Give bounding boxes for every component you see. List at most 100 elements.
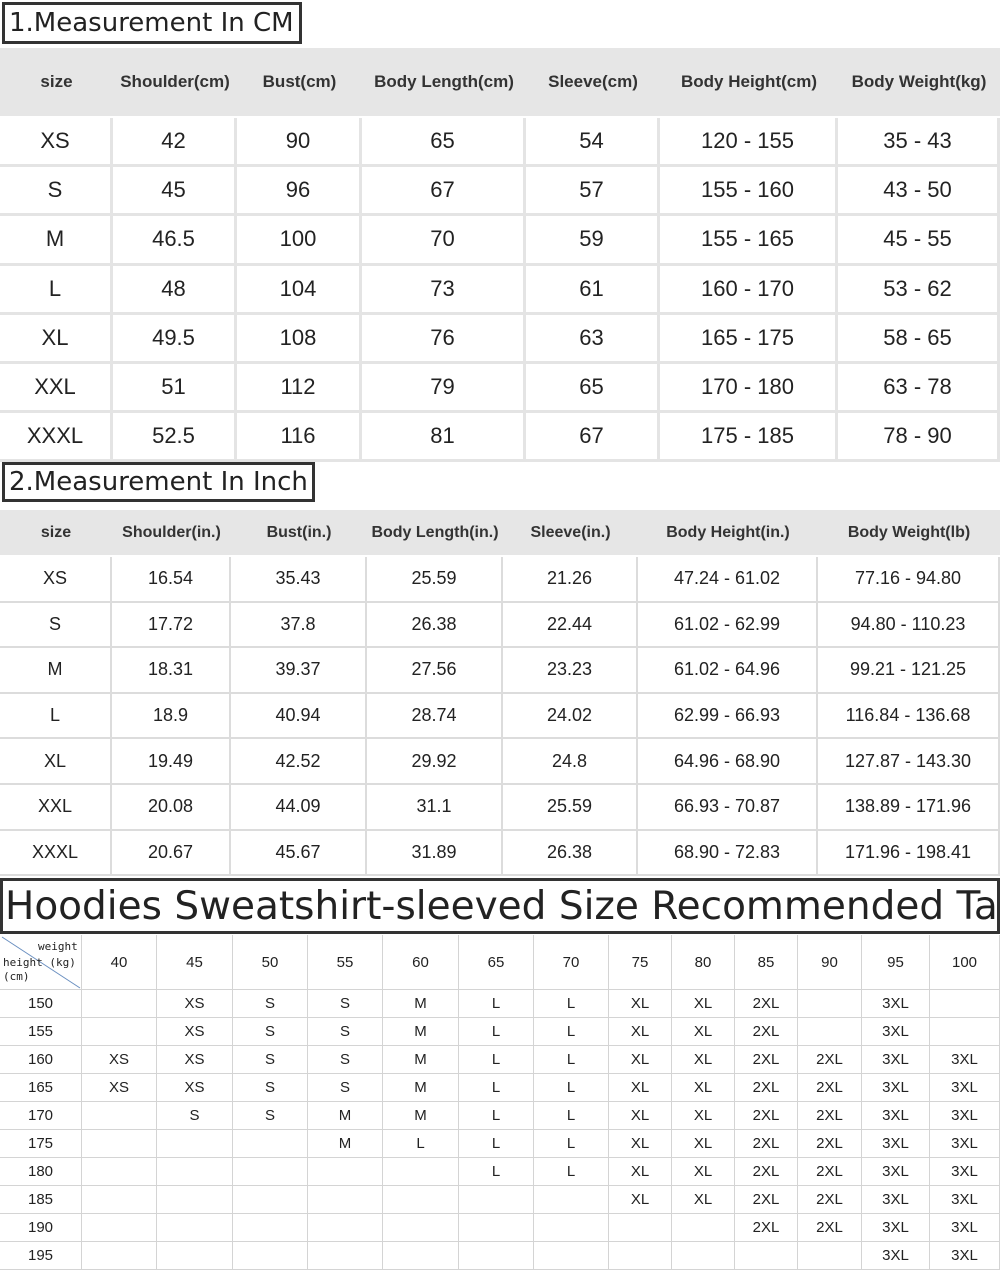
table-cell: 94.80 - 110.23 xyxy=(818,602,1000,649)
size-cell xyxy=(233,1242,308,1270)
size-cell xyxy=(82,1186,157,1214)
size-label: XS xyxy=(0,557,112,603)
column-header: Body Length(cm) xyxy=(362,48,526,116)
table-cell: 37.8 xyxy=(231,602,367,649)
corner-label: height (kg) xyxy=(3,956,76,969)
size-label: XXXL xyxy=(0,413,113,463)
height-label: 150 xyxy=(0,990,82,1018)
table-cell: 61 xyxy=(526,265,660,315)
table-cell: 112 xyxy=(237,364,362,414)
table-cell: 51 xyxy=(113,364,237,414)
height-label: 160 xyxy=(0,1046,82,1074)
table-cell: 63 - 78 xyxy=(838,364,1000,414)
table-cell: 54 xyxy=(526,118,660,168)
table-cell: 24.8 xyxy=(503,739,638,785)
size-cell: 3XL xyxy=(862,1046,930,1074)
table-cell: 78 - 90 xyxy=(838,413,1000,463)
size-cell: 2XL xyxy=(735,1018,798,1046)
column-header: Shoulder(in.) xyxy=(112,510,231,555)
height-label: 175 xyxy=(0,1130,82,1158)
size-cell: S xyxy=(233,990,308,1018)
size-cell: S xyxy=(157,1102,233,1130)
size-cell: S xyxy=(233,1046,308,1074)
size-cell xyxy=(798,1018,862,1046)
size-cell: M xyxy=(383,1074,459,1102)
size-cell xyxy=(383,1214,459,1242)
size-label: XS xyxy=(0,118,113,168)
size-cell: XS xyxy=(157,1018,233,1046)
size-label: XXL xyxy=(0,785,112,831)
weight-header: 65 xyxy=(459,935,534,990)
size-cell: 3XL xyxy=(930,1214,1000,1242)
size-cell: M xyxy=(383,990,459,1018)
table-cell: 39.37 xyxy=(231,648,367,694)
table-cell: 116.84 - 136.68 xyxy=(818,693,1000,740)
table-cell: 57 xyxy=(526,167,660,217)
table-cell: 160 - 170 xyxy=(660,265,838,315)
size-cell: XL xyxy=(609,1046,672,1074)
table-cell: 22.44 xyxy=(503,602,638,649)
size-cell: 3XL xyxy=(930,1242,1000,1270)
column-header: Bust(in.) xyxy=(231,510,367,555)
table-cell: 68.90 - 72.83 xyxy=(638,830,818,877)
table-cell: 49.5 xyxy=(113,314,237,364)
size-cell: M xyxy=(308,1102,383,1130)
size-cell: 3XL xyxy=(930,1046,1000,1074)
size-cell: 3XL xyxy=(862,1130,930,1158)
size-cell: 3XL xyxy=(862,990,930,1018)
table-cell: 40.94 xyxy=(231,693,367,740)
size-cell: L xyxy=(459,990,534,1018)
size-cell: XL xyxy=(609,1018,672,1046)
section-title: 1.Measurement In CM xyxy=(2,2,302,44)
size-cell: L xyxy=(459,1130,534,1158)
table-cell: 59 xyxy=(526,216,660,266)
table-cell: 16.54 xyxy=(112,557,231,603)
size-cell: 2XL xyxy=(798,1130,862,1158)
table-cell: 44.09 xyxy=(231,785,367,831)
size-label: XXXL xyxy=(0,830,112,877)
table-cell: 127.87 - 143.30 xyxy=(818,739,1000,785)
table-cell: 96 xyxy=(237,167,362,217)
column-header: Sleeve(in.) xyxy=(503,510,638,555)
size-cell: 2XL xyxy=(798,1186,862,1214)
table-cell: 165 - 175 xyxy=(660,314,838,364)
size-cell: XL xyxy=(609,1186,672,1214)
size-cell: XL xyxy=(609,1102,672,1130)
table-cell: 81 xyxy=(362,413,526,463)
size-cell xyxy=(383,1186,459,1214)
table-cell: 46.5 xyxy=(113,216,237,266)
size-cell xyxy=(383,1158,459,1186)
size-cell: M xyxy=(383,1102,459,1130)
table-cell: 108 xyxy=(237,314,362,364)
table-cell: 73 xyxy=(362,265,526,315)
size-cell xyxy=(459,1186,534,1214)
size-label: S xyxy=(0,602,112,649)
column-header: size xyxy=(0,510,112,555)
size-cell: 3XL xyxy=(862,1214,930,1242)
column-header: Shoulder(cm) xyxy=(113,48,237,116)
height-label: 190 xyxy=(0,1214,82,1242)
size-cell: XL xyxy=(672,1046,735,1074)
size-cell: XS xyxy=(82,1074,157,1102)
weight-header: 75 xyxy=(609,935,672,990)
size-cell: 3XL xyxy=(930,1130,1000,1158)
table-cell: 45.67 xyxy=(231,830,367,877)
size-cell: 2XL xyxy=(798,1214,862,1242)
size-cell: 3XL xyxy=(930,1158,1000,1186)
size-cell: XL xyxy=(672,1158,735,1186)
size-cell: S xyxy=(233,1018,308,1046)
table-cell: 25.59 xyxy=(503,785,638,831)
size-cell: XL xyxy=(609,1074,672,1102)
weight-header: 80 xyxy=(672,935,735,990)
size-cell: XL xyxy=(609,990,672,1018)
table-cell: 20.08 xyxy=(112,785,231,831)
table-cell: 58 - 65 xyxy=(838,314,1000,364)
size-label: L xyxy=(0,693,112,740)
table-cell: 28.74 xyxy=(367,693,503,740)
size-cell: 3XL xyxy=(930,1074,1000,1102)
size-cell: M xyxy=(308,1130,383,1158)
size-cell: L xyxy=(534,1102,609,1130)
size-cell: XL xyxy=(672,990,735,1018)
table-cell: 45 xyxy=(113,167,237,217)
